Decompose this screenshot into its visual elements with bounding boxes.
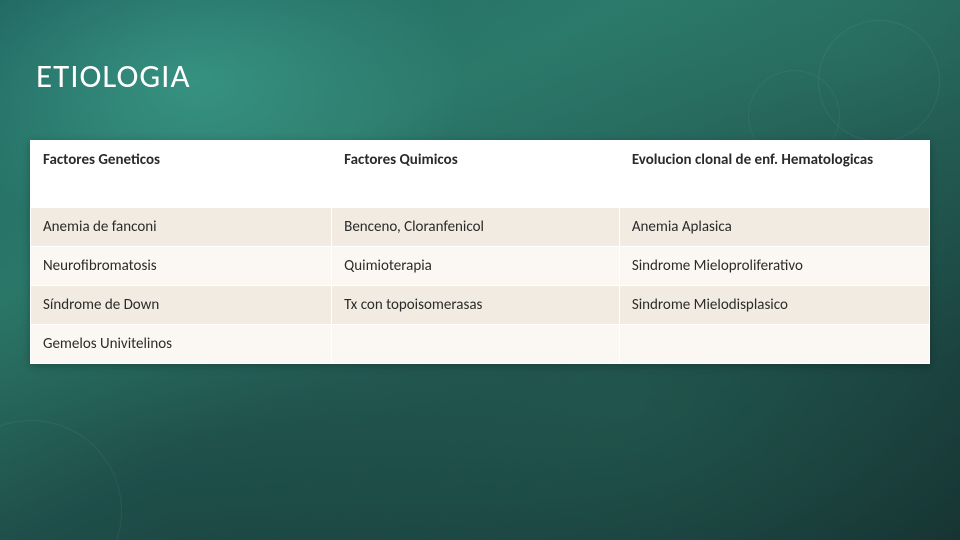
cell: Sindrome Mieloproliferativo [619,247,929,286]
table-row: Síndrome de Down Tx con topoisomerasas S… [31,286,930,325]
table-row: Gemelos Univitelinos [31,325,930,364]
cell [332,325,620,364]
cell: Gemelos Univitelinos [31,325,332,364]
table-header-row: Factores Geneticos Factores Quimicos Evo… [31,141,930,208]
cell: Anemia de fanconi [31,208,332,247]
cell: Benceno, Cloranfenicol [332,208,620,247]
cell: Tx con topoisomerasas [332,286,620,325]
cell: Quimioterapia [332,247,620,286]
slide: ETIOLOGIA Factores Geneticos Factores Qu… [0,0,960,540]
table-row: Neurofibromatosis Quimioterapia Sindrome… [31,247,930,286]
etiologia-table: Factores Geneticos Factores Quimicos Evo… [30,140,930,364]
col-header-evolucion: Evolucion clonal de enf. Hematologicas [619,141,929,208]
etiologia-table-container: Factores Geneticos Factores Quimicos Evo… [30,140,930,364]
cell: Síndrome de Down [31,286,332,325]
col-header-quimicos: Factores Quimicos [332,141,620,208]
cell: Sindrome Mielodisplasico [619,286,929,325]
cell [619,325,929,364]
cell: Anemia Aplasica [619,208,929,247]
table-row: Anemia de fanconi Benceno, Cloranfenicol… [31,208,930,247]
cell: Neurofibromatosis [31,247,332,286]
slide-title: ETIOLOGIA [36,56,191,96]
col-header-geneticos: Factores Geneticos [31,141,332,208]
